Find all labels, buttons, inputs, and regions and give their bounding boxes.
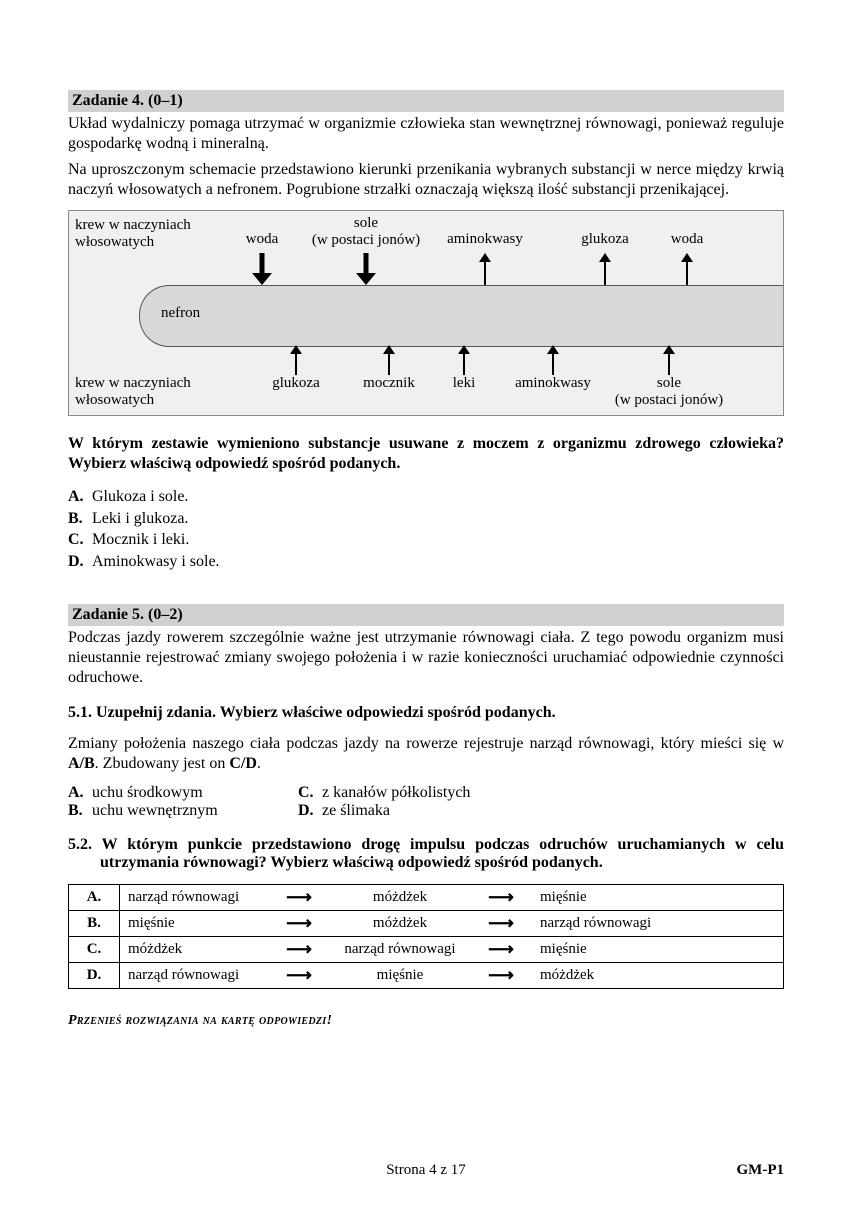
task4-para1: Układ wydalniczy pomaga utrzymać w organ… bbox=[68, 114, 784, 154]
diagram-arrow bbox=[284, 343, 308, 377]
answer-path: narząd równowagi⟶móżdżek⟶mięśnie bbox=[120, 885, 784, 911]
diagram-bottom-arrow-label: sole(w postaci jonów) bbox=[604, 375, 734, 409]
transfer-note: Przenieś rozwiązania na kartę odpowiedzi… bbox=[68, 1013, 784, 1029]
task5-2-table: A.narząd równowagi⟶móżdżek⟶mięśnieB.mięś… bbox=[68, 884, 784, 989]
table-row: B.mięśnie⟶móżdżek⟶narząd równowagi bbox=[69, 911, 784, 937]
page-code: GM-P1 bbox=[737, 1162, 784, 1179]
task4-para2: Na uproszczonym schemacie przedstawiono … bbox=[68, 160, 784, 200]
diagram-arrow bbox=[250, 251, 274, 287]
diagram-top-arrow-label: woda bbox=[622, 231, 752, 248]
task4-option-d: D.Aminokwasy i sole. bbox=[68, 551, 784, 573]
task5-1-option-c: C.z kanałów półkolistych bbox=[298, 784, 784, 802]
task5-2-heading: 5.2. W którym punkcie przedstawiono drog… bbox=[68, 836, 784, 872]
diagram-label-capillaries-top: krew w naczyniachwłosowatych bbox=[75, 217, 191, 251]
task5-1-heading: 5.1. Uzupełnij zdania. Wybierz właściwe … bbox=[68, 704, 784, 722]
task4-option-a: A.Glukoza i sole. bbox=[68, 486, 784, 508]
diagram-label-nephron: nefron bbox=[161, 305, 200, 322]
task5-1-option-a: A.uchu środkowym bbox=[68, 784, 298, 802]
diagram-arrow bbox=[675, 251, 699, 287]
diagram-bottom-arrow-label: aminokwasy bbox=[488, 375, 618, 392]
diagram-arrow bbox=[541, 343, 565, 377]
table-row: C.móżdżek⟶narząd równowagi⟶mięśnie bbox=[69, 937, 784, 963]
table-row: A.narząd równowagi⟶móżdżek⟶mięśnie bbox=[69, 885, 784, 911]
diagram-arrow bbox=[593, 251, 617, 287]
answer-letter: B. bbox=[69, 911, 120, 937]
task4-option-c: C.Mocznik i leki. bbox=[68, 529, 784, 551]
task4-question: W którym zestawie wymieniono substancje … bbox=[68, 434, 784, 474]
task5-1-sentence: Zmiany położenia naszego ciała podczas j… bbox=[68, 734, 784, 774]
answer-letter: D. bbox=[69, 963, 120, 989]
task5-1-options: A.uchu środkowym B.uchu wewnętrznym C.z … bbox=[68, 784, 784, 820]
diagram-arrow bbox=[377, 343, 401, 377]
answer-letter: A. bbox=[69, 885, 120, 911]
answer-letter: C. bbox=[69, 937, 120, 963]
table-row: D.narząd równowagi⟶mięśnie⟶móżdżek bbox=[69, 963, 784, 989]
nephron-shape bbox=[139, 285, 783, 347]
answer-path: móżdżek⟶narząd równowagi⟶mięśnie bbox=[120, 937, 784, 963]
answer-path: narząd równowagi⟶mięśnie⟶móżdżek bbox=[120, 963, 784, 989]
task4-options: A.Glukoza i sole. B.Leki i glukoza. C.Mo… bbox=[68, 486, 784, 572]
diagram-arrow bbox=[473, 251, 497, 287]
nephron-diagram: krew w naczyniachwłosowatych krew w naczy… bbox=[68, 210, 784, 416]
task5-1-option-d: D.ze ślimaka bbox=[298, 802, 784, 820]
diagram-top-arrow-label: sole(w postaci jonów) bbox=[301, 215, 431, 249]
diagram-arrow bbox=[354, 251, 378, 287]
page-number: Strona 4 z 17 bbox=[68, 1162, 784, 1179]
diagram-arrow bbox=[657, 343, 681, 377]
answer-path: mięśnie⟶móżdżek⟶narząd równowagi bbox=[120, 911, 784, 937]
task5-header: Zadanie 5. (0–2) bbox=[68, 604, 784, 626]
exam-page: Zadanie 4. (0–1) Układ wydalniczy pomaga… bbox=[0, 0, 852, 1205]
task5-1-option-b: B.uchu wewnętrznym bbox=[68, 802, 298, 820]
diagram-arrow bbox=[452, 343, 476, 377]
task5-intro: Podczas jazdy rowerem szczególnie ważne … bbox=[68, 628, 784, 688]
task4-header: Zadanie 4. (0–1) bbox=[68, 90, 784, 112]
diagram-label-capillaries-bottom: krew w naczyniachwłosowatych bbox=[75, 375, 191, 409]
page-footer: Strona 4 z 17 GM-P1 bbox=[68, 1162, 784, 1179]
task4-option-b: B.Leki i glukoza. bbox=[68, 508, 784, 530]
diagram-top-arrow-label: aminokwasy bbox=[420, 231, 550, 248]
